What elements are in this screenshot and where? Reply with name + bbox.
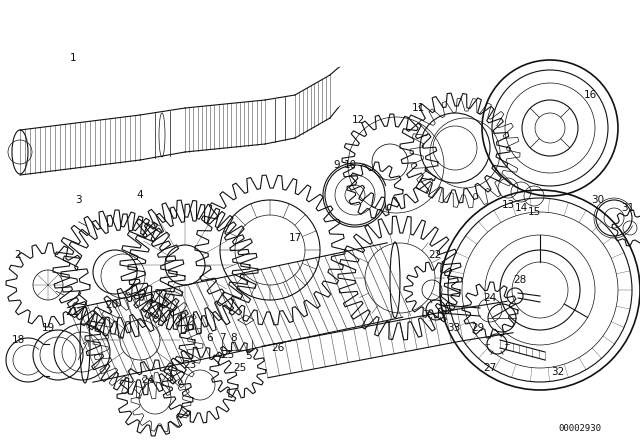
- Text: 21: 21: [65, 307, 79, 317]
- Text: 11: 11: [412, 103, 424, 113]
- Text: 18: 18: [12, 335, 24, 345]
- Text: 9: 9: [333, 160, 340, 170]
- Text: 2: 2: [15, 250, 21, 260]
- Text: 1: 1: [70, 53, 76, 63]
- Text: 33: 33: [447, 323, 461, 333]
- Text: 17: 17: [289, 233, 301, 243]
- Text: 6: 6: [207, 333, 213, 343]
- Text: 29: 29: [472, 323, 484, 333]
- Text: 26: 26: [271, 343, 285, 353]
- Text: 8: 8: [230, 333, 237, 343]
- Text: 13: 13: [501, 200, 515, 210]
- Text: 4: 4: [137, 190, 143, 200]
- Text: 25: 25: [221, 350, 235, 360]
- Text: 7: 7: [219, 333, 225, 343]
- Text: 27: 27: [483, 363, 497, 373]
- Text: 00002930: 00002930: [559, 423, 602, 432]
- Text: 28: 28: [513, 275, 527, 285]
- Text: 30: 30: [591, 195, 605, 205]
- Text: 3: 3: [75, 195, 81, 205]
- Text: 24: 24: [141, 375, 155, 385]
- Text: 24: 24: [483, 293, 497, 303]
- Text: 32: 32: [552, 367, 564, 377]
- Text: 12: 12: [351, 115, 365, 125]
- Text: 19: 19: [42, 323, 54, 333]
- Text: 23: 23: [184, 360, 196, 370]
- Text: 15: 15: [527, 207, 541, 217]
- Text: 20: 20: [106, 300, 118, 310]
- Text: 16: 16: [584, 90, 596, 100]
- Text: 14: 14: [515, 203, 527, 213]
- Text: 5: 5: [244, 351, 252, 361]
- Text: 10: 10: [344, 160, 356, 170]
- Text: 31: 31: [621, 203, 635, 213]
- Text: 25: 25: [234, 363, 246, 373]
- Text: 22: 22: [428, 250, 442, 260]
